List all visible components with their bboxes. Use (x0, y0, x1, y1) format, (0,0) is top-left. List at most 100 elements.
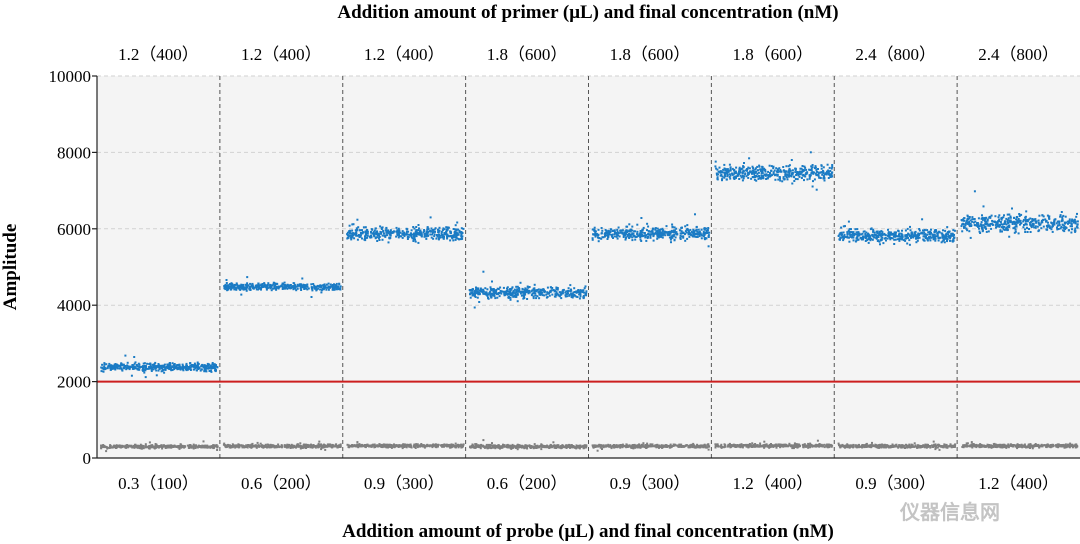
droplet-point (923, 235, 926, 238)
droplet-point (509, 447, 512, 450)
droplet-point (192, 447, 195, 450)
droplet-point (656, 230, 659, 232)
droplet-point (881, 234, 884, 236)
droplet-point (1018, 213, 1021, 215)
droplet-point (495, 445, 497, 447)
droplet-point (553, 445, 556, 447)
droplet-point (471, 445, 474, 448)
droplet-point (864, 234, 867, 237)
droplet-point (787, 175, 790, 178)
droplet-point (816, 170, 818, 173)
droplet-point (435, 446, 438, 449)
droplet-point (773, 174, 776, 177)
droplet-point (805, 172, 808, 175)
droplet-point (610, 233, 613, 236)
droplet-point (235, 282, 238, 285)
droplet-point (256, 285, 259, 288)
droplet-point (564, 291, 567, 294)
droplet-point (963, 226, 965, 229)
droplet-point (892, 235, 895, 238)
droplet-point (435, 237, 438, 240)
droplet-point (1011, 223, 1014, 225)
droplet-point (748, 167, 751, 170)
droplet-point (200, 365, 203, 368)
droplet-point (497, 288, 500, 290)
droplet-point (335, 285, 338, 288)
droplet-point (105, 446, 108, 449)
droplet-point (736, 175, 739, 178)
droplet-point (275, 282, 278, 285)
droplet-point (1030, 226, 1033, 228)
droplet-point (157, 446, 160, 449)
droplet-point (817, 168, 819, 170)
droplet-point (570, 288, 572, 291)
droplet-point (582, 294, 585, 297)
droplet-point (121, 444, 124, 447)
droplet-point (511, 446, 514, 449)
droplet-point (490, 444, 493, 447)
droplet-point (675, 232, 677, 235)
droplet-point (226, 287, 229, 290)
droplet-point (425, 235, 428, 238)
droplet-point (654, 228, 657, 231)
droplet-point (505, 290, 508, 293)
droplet-point (227, 284, 230, 287)
droplet-point (606, 231, 609, 234)
droplet-point (147, 446, 150, 448)
droplet-point (201, 365, 204, 368)
droplet-point (357, 234, 360, 236)
droplet-point (592, 233, 595, 236)
droplet-point (646, 237, 649, 239)
droplet-point (298, 283, 301, 286)
droplet-point (267, 282, 270, 285)
droplet-point (846, 231, 849, 234)
droplet-point (417, 224, 420, 226)
droplet-point (185, 367, 188, 370)
droplet-point (770, 165, 773, 168)
droplet-point (1050, 228, 1053, 231)
droplet-point (306, 283, 309, 286)
droplet-point (855, 239, 858, 242)
droplet-point (485, 293, 488, 296)
droplet-point (479, 288, 482, 291)
droplet-point (751, 176, 754, 178)
droplet-point (526, 285, 529, 288)
droplet-point (667, 231, 670, 233)
droplet-point (175, 445, 178, 448)
droplet-point (977, 225, 980, 228)
droplet-point (213, 445, 216, 448)
droplet-point (313, 286, 316, 288)
droplet-point (1059, 227, 1062, 230)
droplet-point (216, 446, 219, 449)
droplet-point (279, 445, 282, 448)
droplet-point (325, 288, 328, 291)
droplet-point (423, 233, 426, 235)
droplet-point (211, 367, 214, 370)
droplet-point (850, 228, 852, 231)
droplet-point (335, 288, 338, 291)
droplet-point (556, 288, 559, 291)
droplet-point (605, 234, 608, 237)
droplet-point (245, 444, 248, 447)
droplet-point (926, 229, 929, 232)
droplet-point (754, 174, 757, 177)
droplet-point (897, 235, 900, 238)
droplet-point (855, 231, 858, 234)
droplet-point (634, 238, 637, 241)
droplet-point (302, 283, 305, 286)
droplet-point (779, 169, 782, 171)
droplet-point (396, 229, 399, 232)
droplet-point (636, 444, 639, 447)
droplet-point (262, 445, 265, 447)
droplet-point (446, 237, 449, 240)
droplet-point (104, 367, 107, 370)
droplet-point (329, 443, 332, 446)
droplet-point (886, 234, 889, 237)
droplet-point (329, 283, 332, 286)
droplet-point (718, 166, 721, 169)
droplet-point (549, 286, 552, 289)
droplet-point (767, 174, 769, 177)
droplet-point (1055, 222, 1058, 225)
droplet-point (794, 178, 797, 180)
droplet-point (881, 232, 884, 235)
